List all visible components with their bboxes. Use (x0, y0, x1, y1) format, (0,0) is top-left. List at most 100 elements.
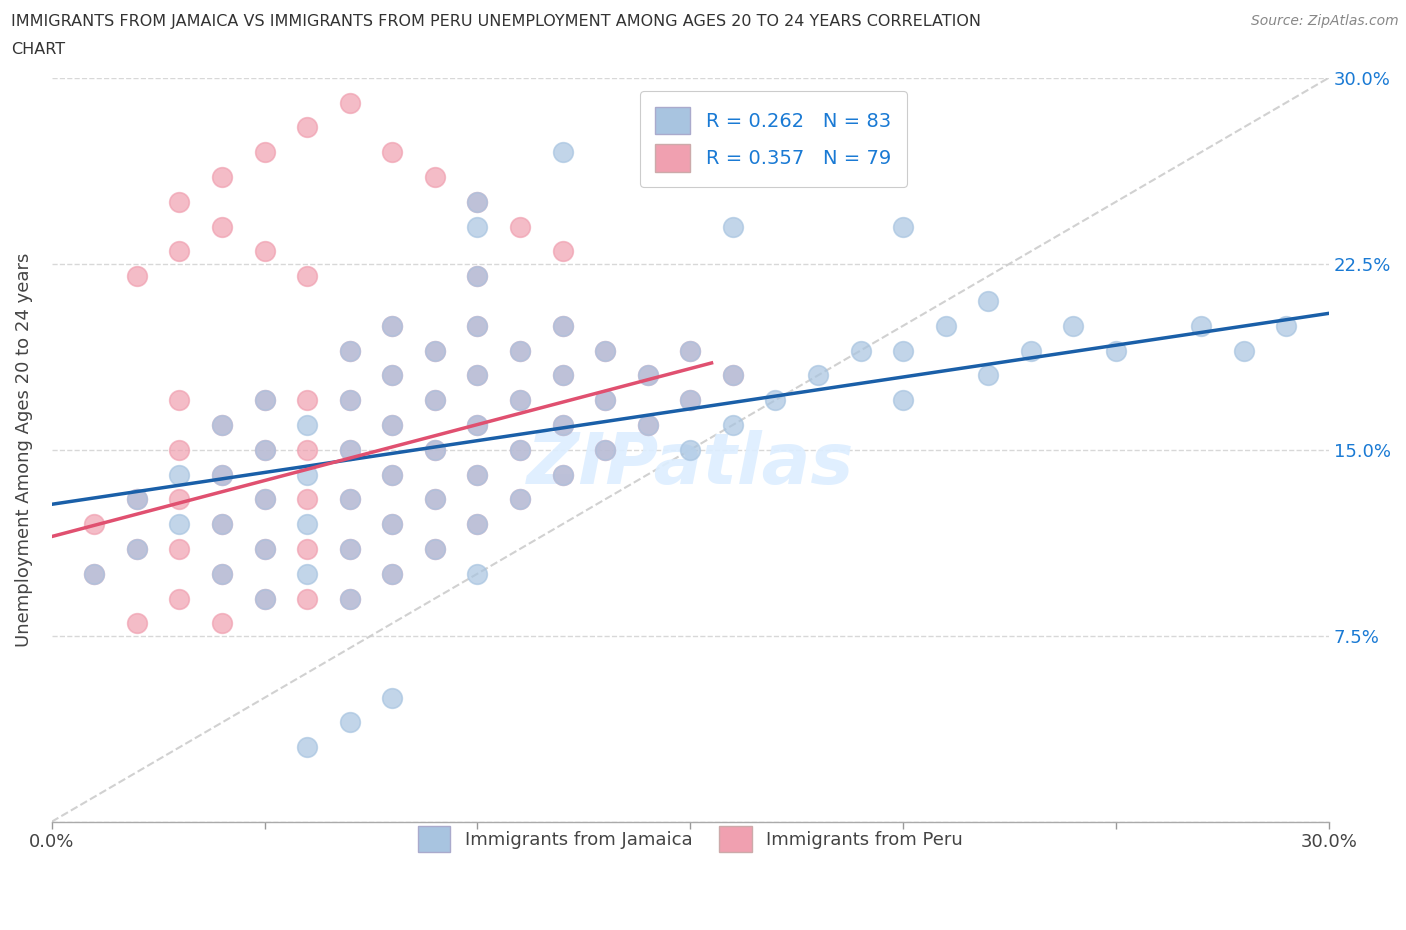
Point (1275, 318, 1298, 333)
Point (339, 443, 361, 458)
Legend: Immigrants from Jamaica, Immigrants from Peru: Immigrants from Jamaica, Immigrants from… (409, 817, 972, 861)
Point (83, 566, 105, 581)
Point (637, 368, 659, 383)
Point (381, 467, 404, 482)
Point (211, 616, 233, 631)
Point (253, 492, 276, 507)
Point (169, 194, 191, 209)
Point (467, 219, 489, 234)
Point (125, 616, 148, 631)
Point (253, 443, 276, 458)
Point (1189, 318, 1212, 333)
Point (339, 343, 361, 358)
Point (467, 194, 489, 209)
Point (423, 392, 446, 407)
Point (1105, 343, 1128, 358)
Point (423, 541, 446, 556)
Point (295, 591, 318, 606)
Point (339, 492, 361, 507)
Point (467, 194, 489, 209)
Point (849, 343, 872, 358)
Point (423, 443, 446, 458)
Point (551, 368, 574, 383)
Point (891, 343, 914, 358)
Point (381, 418, 404, 432)
Point (551, 145, 574, 160)
Point (423, 443, 446, 458)
Text: IMMIGRANTS FROM JAMAICA VS IMMIGRANTS FROM PERU UNEMPLOYMENT AMONG AGES 20 TO 24: IMMIGRANTS FROM JAMAICA VS IMMIGRANTS FR… (11, 14, 981, 29)
Point (467, 517, 489, 532)
Point (467, 368, 489, 383)
Point (423, 492, 446, 507)
Point (339, 541, 361, 556)
Point (211, 566, 233, 581)
Point (169, 541, 191, 556)
Point (467, 467, 489, 482)
Point (211, 467, 233, 482)
Point (935, 318, 957, 333)
Point (125, 492, 148, 507)
Point (467, 269, 489, 284)
Point (339, 392, 361, 407)
Point (381, 566, 404, 581)
Point (721, 219, 744, 234)
Point (211, 517, 233, 532)
Point (169, 591, 191, 606)
Point (211, 219, 233, 234)
Point (381, 318, 404, 333)
Point (83, 566, 105, 581)
Point (593, 443, 616, 458)
Point (891, 392, 914, 407)
Point (509, 343, 531, 358)
Point (295, 269, 318, 284)
Point (679, 392, 702, 407)
Point (169, 443, 191, 458)
Point (467, 318, 489, 333)
Point (295, 541, 318, 556)
Point (551, 467, 574, 482)
Point (467, 418, 489, 432)
Point (211, 566, 233, 581)
Point (381, 517, 404, 532)
Point (339, 392, 361, 407)
Point (1062, 318, 1084, 333)
Point (637, 418, 659, 432)
Point (381, 145, 404, 160)
Point (295, 418, 318, 432)
Point (381, 517, 404, 532)
Point (125, 541, 148, 556)
Point (807, 368, 830, 383)
Point (593, 343, 616, 358)
Point (763, 392, 786, 407)
Point (211, 169, 233, 184)
Point (295, 443, 318, 458)
Point (295, 566, 318, 581)
Point (977, 368, 1000, 383)
Point (83, 517, 105, 532)
Y-axis label: Unemployment Among Ages 20 to 24 years: Unemployment Among Ages 20 to 24 years (15, 253, 32, 647)
Point (509, 492, 531, 507)
Text: CHART: CHART (11, 42, 65, 57)
Point (721, 368, 744, 383)
Point (1019, 343, 1042, 358)
Point (509, 392, 531, 407)
Point (295, 517, 318, 532)
Point (593, 343, 616, 358)
Point (253, 392, 276, 407)
Point (679, 120, 702, 135)
Point (125, 269, 148, 284)
Point (721, 368, 744, 383)
Point (467, 368, 489, 383)
Point (423, 541, 446, 556)
Point (423, 343, 446, 358)
Point (253, 541, 276, 556)
Point (169, 244, 191, 259)
Text: Source: ZipAtlas.com: Source: ZipAtlas.com (1251, 14, 1399, 28)
Point (891, 219, 914, 234)
Point (295, 492, 318, 507)
Point (593, 392, 616, 407)
Point (339, 591, 361, 606)
Point (339, 343, 361, 358)
Point (551, 467, 574, 482)
Point (211, 418, 233, 432)
